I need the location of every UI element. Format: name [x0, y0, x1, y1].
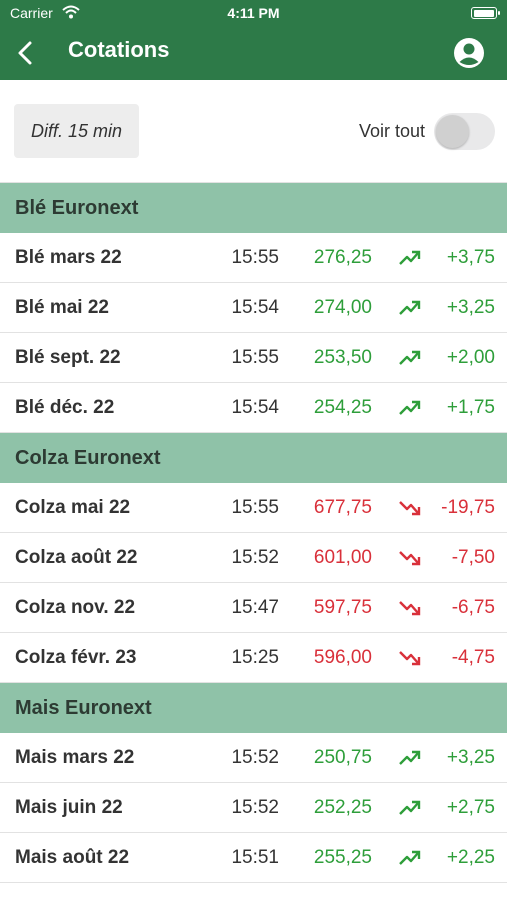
trending-down-icon: [398, 498, 422, 518]
quote-time: 15:47: [231, 597, 279, 618]
contract-name: Colza nov. 22: [15, 597, 136, 618]
trending-down-icon: [398, 598, 422, 618]
trending-up-icon: [398, 798, 422, 818]
contract-name: Colza mai 22: [15, 497, 131, 518]
quote-row[interactable]: Colza nov. 22 15:47 597,75 -6,75: [0, 583, 507, 633]
quote-price: 254,25: [313, 397, 372, 418]
section-header: Colza Euronext: [0, 433, 507, 483]
toggle-knob: [436, 115, 469, 148]
quote-price: 597,75: [313, 597, 372, 618]
quote-row[interactable]: Blé mai 22 15:54 274,00 +3,25: [0, 283, 507, 333]
battery-icon: [471, 7, 500, 19]
quote-time: 15:55: [231, 347, 279, 368]
quote-change: +3,25: [446, 747, 495, 768]
account-circle-icon[interactable]: [453, 37, 485, 69]
quote-price: 253,50: [313, 347, 372, 368]
trending-up-icon: [398, 748, 422, 768]
quote-change: -19,75: [441, 497, 495, 518]
contract-name: Mais mars 22: [15, 747, 135, 768]
page-title: Cotations: [68, 37, 170, 62]
quote-change: -7,50: [451, 547, 495, 568]
quote-price: 601,00: [313, 547, 372, 568]
quote-price: 677,75: [313, 497, 372, 518]
quote-change: +3,25: [446, 297, 495, 318]
contract-name: Colza août 22: [15, 547, 138, 568]
quote-time: 15:54: [231, 297, 279, 318]
contract-name: Colza févr. 23: [15, 647, 137, 668]
delay-button[interactable]: Diff. 15 min: [14, 104, 139, 158]
show-all-toggle[interactable]: [434, 113, 495, 150]
trending-up-icon: [398, 398, 422, 418]
quote-time: 15:52: [231, 547, 279, 568]
quote-time: 15:55: [231, 497, 279, 518]
contract-name: Mais juin 22: [15, 797, 123, 818]
quote-change: +2,75: [446, 797, 495, 818]
quote-time: 15:55: [231, 247, 279, 268]
quote-change: +1,75: [446, 397, 495, 418]
trending-up-icon: [398, 348, 422, 368]
filter-bar: Diff. 15 min Voir tout: [0, 80, 507, 183]
quote-time: 15:52: [231, 747, 279, 768]
quote-price: 250,75: [313, 747, 372, 768]
show-all-label: Voir tout: [358, 121, 425, 141]
quote-time: 15:54: [231, 397, 279, 418]
quote-price: 274,00: [313, 297, 372, 318]
quote-row[interactable]: Blé mars 22 15:55 276,25 +3,75: [0, 233, 507, 283]
quote-row[interactable]: Mais juin 22 15:52 252,25 +2,75: [0, 783, 507, 833]
status-time: 4:11 PM: [227, 5, 280, 21]
wifi-icon: [62, 5, 80, 19]
chevron-left-icon[interactable]: [12, 39, 40, 67]
quote-row[interactable]: Colza août 22 15:52 601,00 -7,50: [0, 533, 507, 583]
trending-down-icon: [398, 648, 422, 668]
quote-row[interactable]: Blé déc. 22 15:54 254,25 +1,75: [0, 383, 507, 433]
quote-change: -4,75: [451, 647, 495, 668]
contract-name: Blé sept. 22: [15, 347, 121, 368]
quote-time: 15:51: [231, 847, 279, 868]
quote-row[interactable]: Blé sept. 22 15:55 253,50 +2,00: [0, 333, 507, 383]
quote-row[interactable]: Colza févr. 23 15:25 596,00 -4,75: [0, 633, 507, 683]
nav-bar: Cotations: [0, 26, 507, 80]
quote-price: 276,25: [313, 247, 372, 268]
section-header: Blé Euronext: [0, 183, 507, 233]
quote-row[interactable]: Mais août 22 15:51 255,25 +2,25: [0, 833, 507, 883]
trending-up-icon: [398, 298, 422, 318]
contract-name: Blé déc. 22: [15, 397, 115, 418]
quote-time: 15:52: [231, 797, 279, 818]
contract-name: Blé mai 22: [15, 297, 109, 318]
quote-list: Blé Euronext Blé mars 22 15:55 276,25 +3,75 B…: [0, 183, 507, 883]
quote-row[interactable]: Mais mars 22 15:52 250,75 +3,25: [0, 733, 507, 783]
contract-name: Mais août 22: [15, 847, 130, 868]
trending-up-icon: [398, 248, 422, 268]
carrier-label: Carrier: [10, 5, 53, 21]
quote-change: -6,75: [451, 597, 495, 618]
status-bar: Carrier 4:11 PM: [0, 0, 507, 26]
quote-row[interactable]: Colza mai 22 15:55 677,75 -19,75: [0, 483, 507, 533]
quote-price: 255,25: [313, 847, 372, 868]
quote-change: +2,25: [446, 847, 495, 868]
trending-down-icon: [398, 548, 422, 568]
trending-up-icon: [398, 848, 422, 868]
quote-price: 596,00: [313, 647, 372, 668]
contract-name: Blé mars 22: [15, 247, 122, 268]
quote-change: +3,75: [446, 247, 495, 268]
quote-price: 252,25: [313, 797, 372, 818]
quote-time: 15:25: [231, 647, 279, 668]
quote-change: +2,00: [446, 347, 495, 368]
section-header: Mais Euronext: [0, 683, 507, 733]
